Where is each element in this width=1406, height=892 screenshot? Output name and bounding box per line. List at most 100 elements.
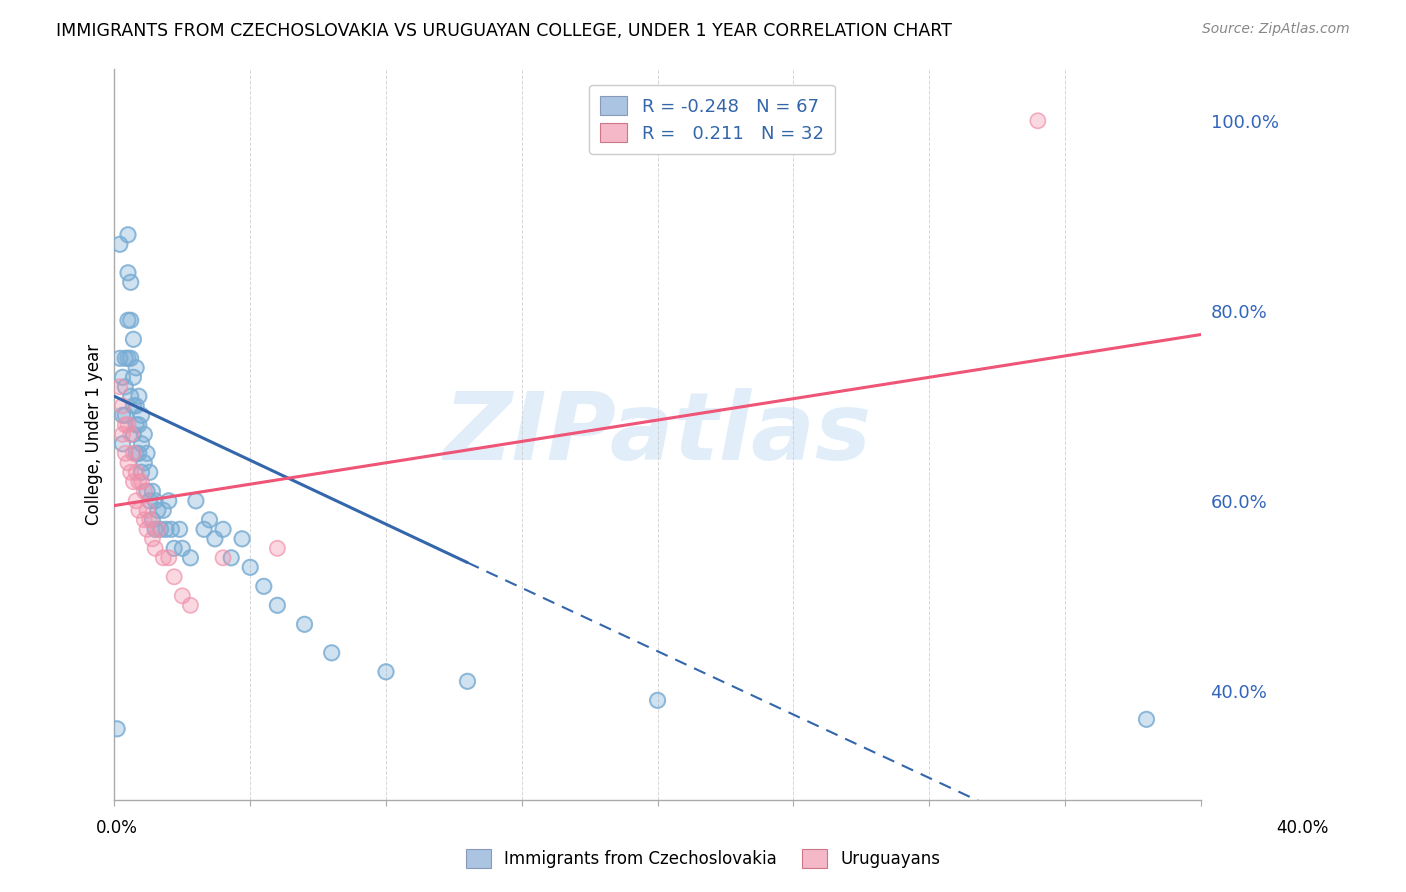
Point <box>184 493 207 508</box>
Point <box>111 437 134 451</box>
Point <box>266 599 288 613</box>
Point <box>131 437 153 451</box>
Point <box>125 399 148 413</box>
Point <box>128 389 150 403</box>
Point <box>114 446 136 460</box>
Point <box>117 351 139 366</box>
Point <box>111 409 134 423</box>
Point <box>157 493 180 508</box>
Text: IMMIGRANTS FROM CZECHOSLOVAKIA VS URUGUAYAN COLLEGE, UNDER 1 YEAR CORRELATION CH: IMMIGRANTS FROM CZECHOSLOVAKIA VS URUGUA… <box>56 22 952 40</box>
Point <box>128 503 150 517</box>
Point <box>198 513 221 527</box>
Point <box>198 513 221 527</box>
Point <box>375 665 398 679</box>
Point <box>114 446 136 460</box>
Point <box>117 266 139 280</box>
Point <box>131 437 153 451</box>
Point <box>134 513 156 527</box>
Point <box>169 522 191 536</box>
Point <box>128 475 150 489</box>
Point <box>122 475 145 489</box>
Point <box>111 427 134 442</box>
Point <box>111 370 134 384</box>
Point <box>1026 113 1049 128</box>
Point <box>117 313 139 327</box>
Point <box>108 237 131 252</box>
Point <box>253 579 276 593</box>
Point <box>204 532 226 546</box>
Point <box>136 522 159 536</box>
Point <box>114 409 136 423</box>
Point <box>125 465 148 479</box>
Legend: Immigrants from Czechoslovakia, Uruguayans: Immigrants from Czechoslovakia, Uruguaya… <box>460 843 946 875</box>
Point <box>163 541 186 556</box>
Point <box>125 417 148 432</box>
Point <box>155 522 177 536</box>
Point <box>122 399 145 413</box>
Point <box>321 646 343 660</box>
Point <box>155 522 177 536</box>
Point <box>114 380 136 394</box>
Point <box>146 503 169 517</box>
Point <box>219 550 242 565</box>
Point <box>138 493 160 508</box>
Point <box>141 513 163 527</box>
Point <box>131 409 153 423</box>
Point <box>122 399 145 413</box>
Point <box>160 522 183 536</box>
Point <box>128 475 150 489</box>
Point <box>149 522 172 536</box>
Point <box>193 522 215 536</box>
Point <box>204 532 226 546</box>
Point <box>120 389 142 403</box>
Point <box>172 541 194 556</box>
Point <box>157 550 180 565</box>
Point <box>1026 113 1049 128</box>
Point <box>179 550 201 565</box>
Point <box>120 389 142 403</box>
Point <box>219 550 242 565</box>
Point <box>143 493 166 508</box>
Point <box>117 227 139 242</box>
Point <box>108 351 131 366</box>
Point <box>169 522 191 536</box>
Point <box>120 275 142 289</box>
Point <box>1135 712 1157 726</box>
Point <box>231 532 253 546</box>
Point <box>125 360 148 375</box>
Point <box>253 579 276 593</box>
Point <box>198 513 221 527</box>
Point <box>136 446 159 460</box>
Point <box>138 513 160 527</box>
Legend: R = -0.248   N = 67, R =   0.211   N = 32: R = -0.248 N = 67, R = 0.211 N = 32 <box>589 85 835 153</box>
Point <box>456 674 478 689</box>
Point <box>120 465 142 479</box>
Point <box>169 522 191 536</box>
Point <box>122 332 145 346</box>
Point <box>128 417 150 432</box>
Point <box>149 522 172 536</box>
Point <box>294 617 316 632</box>
Point <box>143 493 166 508</box>
Point <box>122 446 145 460</box>
Point <box>125 493 148 508</box>
Point <box>114 417 136 432</box>
Point <box>111 409 134 423</box>
Point <box>111 427 134 442</box>
Point <box>122 332 145 346</box>
Point <box>204 532 226 546</box>
Point <box>117 351 139 366</box>
Point <box>179 599 201 613</box>
Point <box>157 493 180 508</box>
Point <box>117 266 139 280</box>
Text: Source: ZipAtlas.com: Source: ZipAtlas.com <box>1202 22 1350 37</box>
Point <box>231 532 253 546</box>
Point <box>375 665 398 679</box>
Point <box>143 522 166 536</box>
Point <box>647 693 669 707</box>
Point <box>122 427 145 442</box>
Point <box>122 446 145 460</box>
Point <box>179 550 201 565</box>
Point <box>122 370 145 384</box>
Point <box>212 522 235 536</box>
